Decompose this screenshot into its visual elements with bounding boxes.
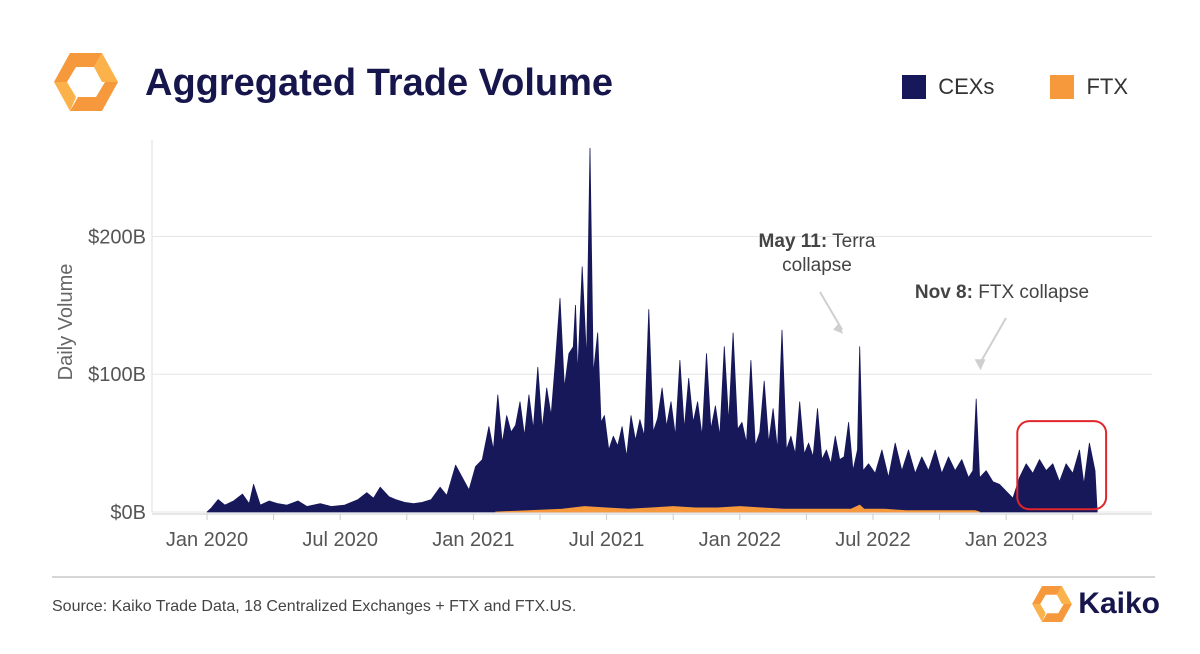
brand-name: Kaiko xyxy=(1078,587,1160,620)
annotation-terra: May 11: Terra xyxy=(759,231,876,252)
annotation-arrowhead-ftx xyxy=(974,359,986,371)
trade-volume-chart: $0B $100B $200B Daily Volume Jan 2020 Jul 202… xyxy=(55,140,1152,551)
x-tick-label: Jan 2022 xyxy=(699,529,781,551)
series-area-ftx xyxy=(495,504,980,513)
x-tick-label: Jan 2020 xyxy=(166,529,248,551)
y-axis-title: Daily Volume xyxy=(55,264,77,381)
annotation-ftx: Nov 8: FTX collapse xyxy=(915,282,1089,303)
kaiko-logo-icon xyxy=(54,53,118,111)
x-tick-label: Jul 2020 xyxy=(302,529,378,551)
legend-item-ftx: FTX xyxy=(1050,74,1128,100)
annotation-arrow-terra xyxy=(819,291,844,331)
footer-divider xyxy=(52,576,1155,578)
legend-label-cexs: CEXs xyxy=(938,74,995,99)
y-tick-label: $200B xyxy=(88,226,146,248)
annotation-arrow-ftx xyxy=(979,317,1007,363)
series-area-cexs xyxy=(206,147,1098,513)
source-note: Source: Kaiko Trade Data, 18 Centralized… xyxy=(52,598,577,615)
x-tick-label: Jul 2021 xyxy=(569,529,645,551)
legend-swatch-ftx xyxy=(1050,75,1075,99)
y-tick-label: $100B xyxy=(88,364,146,386)
brand-mark: Kaiko xyxy=(1032,586,1160,622)
page-title: Aggregated Trade Volume xyxy=(145,62,614,104)
x-tick-label: Jul 2022 xyxy=(835,529,911,551)
legend-label-ftx: FTX xyxy=(1086,74,1128,99)
legend-item-cexs: CEXs xyxy=(902,74,994,100)
annotation-arrowhead-terra xyxy=(833,322,844,334)
legend-swatch-cexs xyxy=(902,75,927,99)
x-tick-label: Jan 2021 xyxy=(432,529,514,551)
x-tick-label: Jan 2023 xyxy=(965,529,1047,551)
chart-legend: CEXs FTX xyxy=(846,74,1128,100)
y-tick-label: $0B xyxy=(110,502,146,524)
annotation-terra-line2: collapse xyxy=(782,255,852,276)
kaiko-small-logo-icon xyxy=(1032,586,1073,622)
highlight-box xyxy=(1016,420,1108,511)
